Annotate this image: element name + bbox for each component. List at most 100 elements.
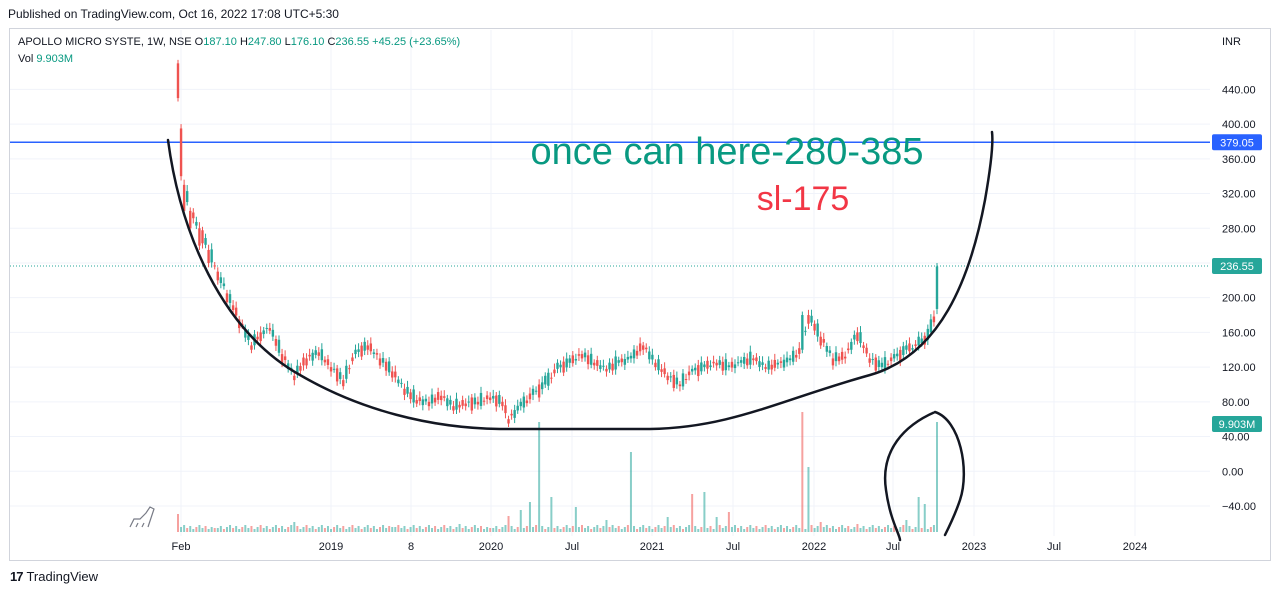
- footer-brand[interactable]: 17 TradingView: [10, 569, 98, 584]
- volume-bar: [681, 529, 684, 532]
- volume-bar: [225, 527, 228, 532]
- volume-bar: [290, 525, 293, 532]
- volume-bar: [574, 507, 577, 532]
- volume-bar: [372, 526, 375, 532]
- candle-body: [574, 358, 578, 361]
- volume-bar: [587, 526, 590, 532]
- volume-bar: [421, 529, 424, 532]
- candle-body: [430, 394, 434, 404]
- volume-bar: [265, 526, 268, 532]
- candle-body: [443, 396, 446, 398]
- candle-body: [641, 345, 645, 350]
- volume-bar: [479, 526, 482, 532]
- candle-body: [840, 351, 844, 360]
- volume-bar: [452, 529, 455, 532]
- volume-bar: [593, 527, 596, 532]
- candle-body: [225, 293, 229, 303]
- volume-bar: [397, 525, 400, 532]
- volume-bar: [850, 529, 853, 532]
- y-tick-label: 200.00: [1222, 293, 1256, 305]
- candle-body: [201, 230, 204, 244]
- volume-bar: [271, 527, 274, 532]
- volume-bar: [792, 527, 795, 532]
- candle-body: [348, 368, 351, 370]
- candle-body: [265, 327, 268, 329]
- candle-body: [501, 401, 504, 407]
- candle-body: [283, 356, 287, 361]
- volume-bar: [556, 526, 559, 532]
- candle-body: [351, 357, 354, 362]
- candle-body: [446, 398, 449, 407]
- candle-body: [877, 360, 881, 368]
- volume-bar: [495, 526, 498, 532]
- candle-body: [589, 353, 593, 365]
- candle-body: [929, 319, 933, 333]
- volume-bar: [461, 528, 464, 532]
- x-tick-label: 2022: [802, 541, 826, 553]
- volume-bar: [639, 527, 642, 532]
- volume-bar: [467, 529, 470, 532]
- volume-bar: [513, 529, 516, 532]
- candle-body: [773, 359, 776, 368]
- volume-bar: [256, 527, 259, 532]
- volume-bar: [455, 527, 458, 532]
- volume-bar: [382, 525, 385, 532]
- volume-bar: [216, 528, 219, 532]
- volume-bar: [718, 525, 721, 532]
- x-tick-label: 2024: [1123, 541, 1147, 553]
- candle-body: [926, 328, 930, 340]
- candle-body: [228, 294, 232, 303]
- volume-bar: [761, 527, 764, 532]
- x-tick-label: 8: [408, 541, 414, 553]
- volume-bar: [666, 517, 669, 532]
- volume-bar: [213, 528, 216, 532]
- candle-body: [299, 366, 302, 371]
- y-tick-label: −40.00: [1222, 501, 1256, 513]
- volume-bar: [317, 527, 320, 532]
- volume-bar: [691, 494, 694, 532]
- volume-bar: [932, 525, 935, 532]
- volume-bar: [822, 527, 825, 532]
- volume-bar: [844, 528, 847, 532]
- volume-bar: [483, 529, 486, 532]
- candle-body: [666, 375, 669, 381]
- volume-bar: [538, 422, 541, 532]
- candle-body: [458, 404, 461, 408]
- volume-bar: [507, 516, 510, 532]
- candle-body: [277, 339, 281, 353]
- candle-body: [280, 354, 284, 363]
- volume-bar: [905, 520, 908, 532]
- volume-bar: [807, 467, 810, 532]
- y-tick-label: 80.00: [1222, 397, 1250, 409]
- volume-bar: [752, 528, 755, 532]
- candle-body: [632, 349, 636, 359]
- candle-body: [657, 359, 660, 371]
- candle-body: [406, 386, 409, 394]
- candle-body: [843, 356, 847, 359]
- candle-body: [645, 347, 648, 350]
- candle-body: [795, 354, 798, 358]
- chart-frame[interactable]: [9, 28, 1271, 561]
- y-tick-label: 400.00: [1222, 119, 1256, 131]
- volume-bar: [856, 524, 859, 532]
- annotation-stoploss: sl-175: [757, 180, 850, 218]
- volume-bar: [559, 529, 562, 532]
- candle-body: [498, 395, 501, 404]
- volume-bar: [464, 526, 467, 532]
- volume-bar: [727, 512, 730, 532]
- change-value: +45.25 (+23.65%): [372, 36, 461, 48]
- candle-body: [369, 343, 373, 352]
- candle-body: [755, 357, 758, 362]
- candle-body: [816, 323, 819, 337]
- volume-bar: [253, 529, 256, 532]
- candle-body: [537, 384, 541, 398]
- volume-bar: [730, 527, 733, 532]
- volume-bar: [198, 525, 201, 532]
- candle-body: [381, 358, 385, 363]
- candle-body: [920, 338, 923, 344]
- candle-body: [798, 348, 801, 354]
- candle-body: [244, 329, 247, 338]
- volume-bar: [712, 529, 715, 532]
- volume-bar: [657, 525, 660, 532]
